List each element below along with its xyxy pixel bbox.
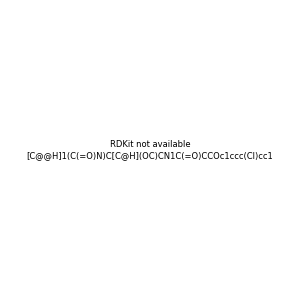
Text: RDKit not available
[C@@H]1(C(=O)N)C[C@H](OC)CN1C(=O)CCOc1ccc(Cl)cc1: RDKit not available [C@@H]1(C(=O)N)C[C@H… [27,140,273,160]
